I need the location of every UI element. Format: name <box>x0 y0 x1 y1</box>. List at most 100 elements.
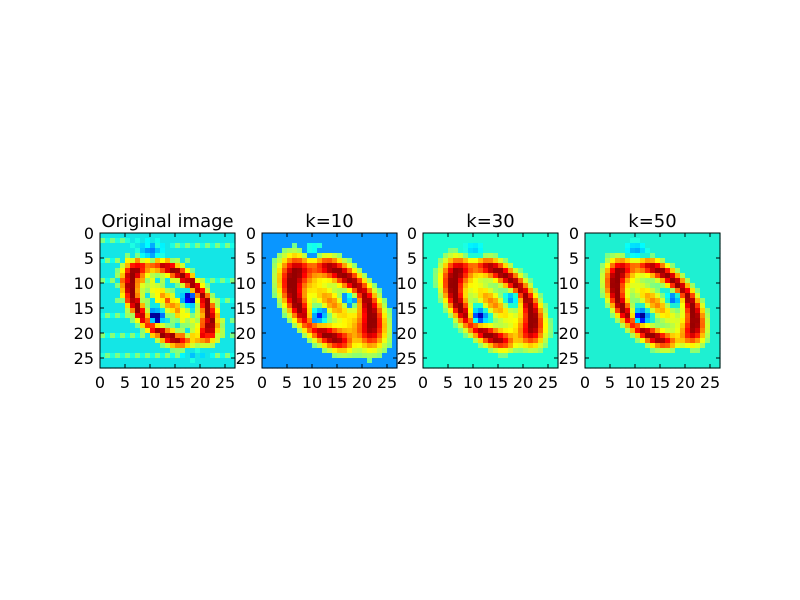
heatmap-cell <box>690 353 696 359</box>
heatmap-cell <box>282 328 288 334</box>
heatmap-cell <box>625 308 631 314</box>
heatmap-cell <box>473 258 479 264</box>
heatmap-cell <box>503 288 509 294</box>
heatmap-cell <box>100 343 106 349</box>
heatmap-cell <box>292 333 298 339</box>
heatmap-cell <box>700 323 706 329</box>
heatmap-cell <box>695 303 701 309</box>
heatmap-cell <box>130 278 136 284</box>
heatmap-cell <box>277 298 283 304</box>
heatmap-cell <box>695 338 701 344</box>
heatmap-cell <box>438 273 444 279</box>
heatmap-cell <box>630 258 636 264</box>
heatmap-cell <box>428 353 434 359</box>
heatmap-cell <box>200 328 206 334</box>
heatmap-cell <box>115 233 121 239</box>
heatmap-cell <box>170 278 176 284</box>
heatmap-cell <box>468 313 474 319</box>
heatmap-cell <box>165 288 171 294</box>
heatmap-cell <box>210 263 216 269</box>
heatmap-cell <box>685 333 691 339</box>
heatmap-cell <box>518 253 524 259</box>
heatmap-cell <box>135 258 141 264</box>
heatmap-cell <box>548 338 554 344</box>
heatmap-cell <box>690 333 696 339</box>
heatmap-cell <box>473 283 479 289</box>
heatmap-cell <box>145 288 151 294</box>
heatmap-cell <box>185 293 191 299</box>
heatmap-cell <box>377 313 383 319</box>
heatmap-cell <box>277 328 283 334</box>
heatmap-cell <box>277 303 283 309</box>
heatmap-cell <box>675 308 681 314</box>
heatmap-cell <box>650 273 656 279</box>
heatmap-cell <box>690 243 696 249</box>
heatmap-cell <box>463 253 469 259</box>
heatmap-cell <box>615 268 621 274</box>
heatmap-cell <box>387 343 393 349</box>
heatmap-cell <box>277 323 283 329</box>
heatmap-cell <box>498 338 504 344</box>
heatmap-cell <box>695 358 701 364</box>
heatmap-cell <box>205 308 211 314</box>
heatmap-cell <box>382 338 388 344</box>
heatmap-cell <box>277 263 283 269</box>
heatmap-cell <box>438 278 444 284</box>
heatmap-cell <box>680 248 686 254</box>
heatmap-cell <box>498 238 504 244</box>
heatmap-cell <box>337 318 343 324</box>
heatmap-cell <box>700 243 706 249</box>
heatmap-cell <box>230 248 236 254</box>
heatmap-cell <box>155 278 161 284</box>
heatmap-cell <box>297 263 303 269</box>
heatmap-cell <box>287 248 293 254</box>
heatmap-cell <box>513 238 519 244</box>
heatmap-cell <box>448 313 454 319</box>
heatmap-cell <box>660 273 666 279</box>
heatmap-cell <box>175 328 181 334</box>
heatmap-cell <box>110 268 116 274</box>
heatmap-cell <box>423 318 429 324</box>
heatmap-cell <box>543 338 549 344</box>
heatmap-cell <box>478 363 484 369</box>
x-tick-label: 5 <box>282 373 292 392</box>
heatmap-cell <box>352 323 358 329</box>
heatmap-cell <box>503 293 509 299</box>
heatmap-cell <box>443 248 449 254</box>
heatmap-cell <box>307 333 313 339</box>
heatmap-cell <box>220 263 226 269</box>
heatmap-cell <box>392 273 398 279</box>
heatmap-cell <box>705 263 711 269</box>
heatmap-cell <box>312 303 318 309</box>
heatmap-cell <box>150 243 156 249</box>
heatmap-cell <box>282 288 288 294</box>
heatmap-cell <box>382 253 388 259</box>
heatmap-cell <box>645 233 651 239</box>
heatmap-cell <box>387 283 393 289</box>
heatmap-cell <box>508 283 514 289</box>
heatmap-cell <box>448 353 454 359</box>
heatmap-cell <box>630 308 636 314</box>
heatmap-cell <box>710 358 716 364</box>
heatmap-cell <box>372 313 378 319</box>
heatmap-cell <box>282 343 288 349</box>
heatmap-cell <box>705 343 711 349</box>
heatmap-cell <box>458 278 464 284</box>
heatmap-cell <box>180 313 186 319</box>
heatmap-cell <box>277 318 283 324</box>
heatmap-cell <box>110 293 116 299</box>
heatmap-cell <box>110 273 116 279</box>
heatmap-cell <box>610 278 616 284</box>
heatmap-cell <box>620 243 626 249</box>
x-tick-label: 15 <box>488 373 508 392</box>
heatmap-cell <box>595 363 601 369</box>
heatmap-cell <box>347 278 353 284</box>
heatmap-cell <box>548 258 554 264</box>
heatmap-cell <box>337 248 343 254</box>
heatmap-cell <box>145 353 151 359</box>
heatmap-cell <box>553 343 559 349</box>
heatmap-cell <box>282 253 288 259</box>
heatmap-cell <box>428 233 434 239</box>
heatmap-cell <box>282 238 288 244</box>
